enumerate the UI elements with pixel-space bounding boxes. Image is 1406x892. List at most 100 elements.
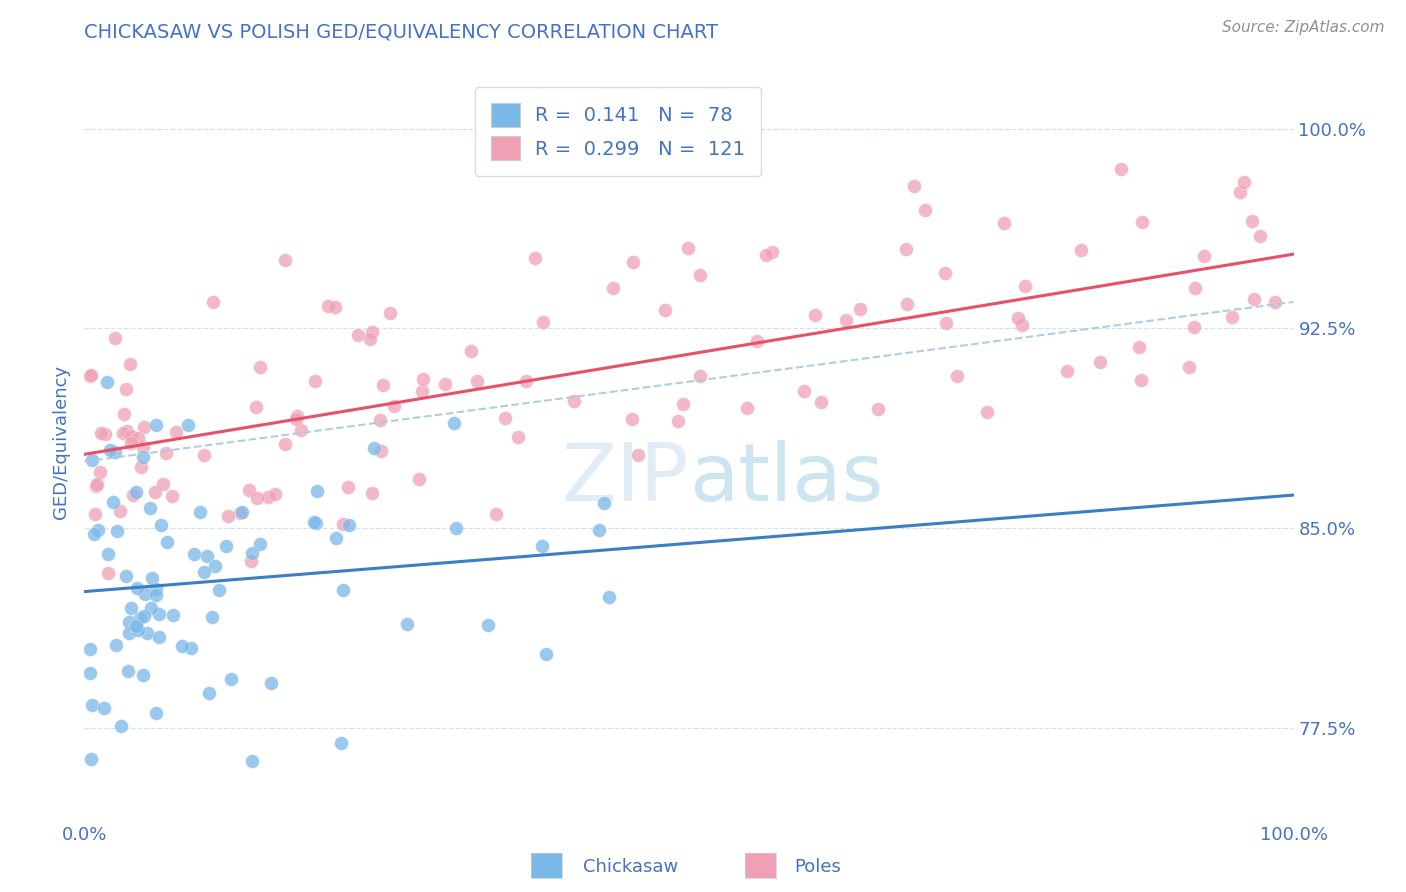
Point [325,300,347,314]
Point [316,299,339,313]
Point [689,369,711,384]
Point [1056,363,1078,377]
Point [114,382,136,396]
Point [524,251,547,265]
Point [120,436,142,450]
Point [98,442,121,457]
Point [120,601,142,615]
Point [332,582,354,597]
Point [145,588,167,602]
Point [465,374,488,388]
Point [103,331,125,345]
Point [104,445,127,459]
Point [94,427,117,442]
Point [103,495,125,509]
Point [204,559,226,574]
Point [136,626,159,640]
Point [170,640,193,654]
Point [1249,229,1271,244]
Point [150,518,173,533]
Point [360,486,382,500]
Point [1182,319,1205,334]
Point [325,531,347,545]
Point [506,430,529,444]
Point [129,460,152,475]
Point [195,549,218,563]
Point [1229,185,1251,199]
Point [83,527,105,541]
Point [162,489,184,503]
Point [1130,215,1153,229]
Point [115,569,138,583]
Text: atlas: atlas [689,441,883,518]
Point [395,616,418,631]
Point [849,302,872,317]
Point [145,418,167,433]
Point [1128,340,1150,354]
Point [165,425,187,439]
Point [1070,244,1092,258]
Point [336,480,359,494]
Point [1184,281,1206,295]
Point [1233,175,1256,189]
Point [117,664,139,678]
Point [240,755,263,769]
Point [363,441,385,455]
Point [125,619,148,633]
Point [360,325,382,339]
Point [1014,279,1036,293]
Point [896,297,918,311]
Text: ZIP: ZIP [561,441,689,518]
Point [564,393,586,408]
Point [263,487,285,501]
Point [93,700,115,714]
Point [110,719,132,733]
Point [80,698,103,712]
Point [411,384,433,399]
Point [274,436,297,450]
Point [804,308,827,322]
Point [129,610,152,624]
Point [249,359,271,374]
Point [141,601,163,615]
Point [231,505,253,519]
Point [1243,292,1265,306]
Point [285,409,308,424]
Point [903,178,925,193]
Point [747,334,769,348]
Point [337,518,360,533]
Point [183,547,205,561]
Point [141,572,163,586]
Point [1129,373,1152,387]
Point [443,416,465,430]
Point [197,686,219,700]
Point [1011,318,1033,333]
Point [162,607,184,622]
Point [755,248,778,262]
Point [110,504,132,518]
Point [201,610,224,624]
Point [934,266,956,280]
Point [598,590,620,604]
Point [87,523,110,537]
Point [134,587,156,601]
Point [896,242,918,256]
Point [477,618,499,632]
Point [193,448,215,462]
Point [976,405,998,419]
Point [332,517,354,532]
Point [80,752,103,766]
Point [593,496,616,510]
Point [188,505,211,519]
Point [1088,355,1111,369]
Point [215,539,238,553]
Point [249,537,271,551]
Point [621,255,644,269]
Point [602,281,624,295]
Point [914,202,936,217]
Point [115,424,138,438]
Point [368,413,391,427]
Point [672,397,695,411]
Point [382,399,405,413]
Text: Source: ZipAtlas.com: Source: ZipAtlas.com [1222,20,1385,35]
